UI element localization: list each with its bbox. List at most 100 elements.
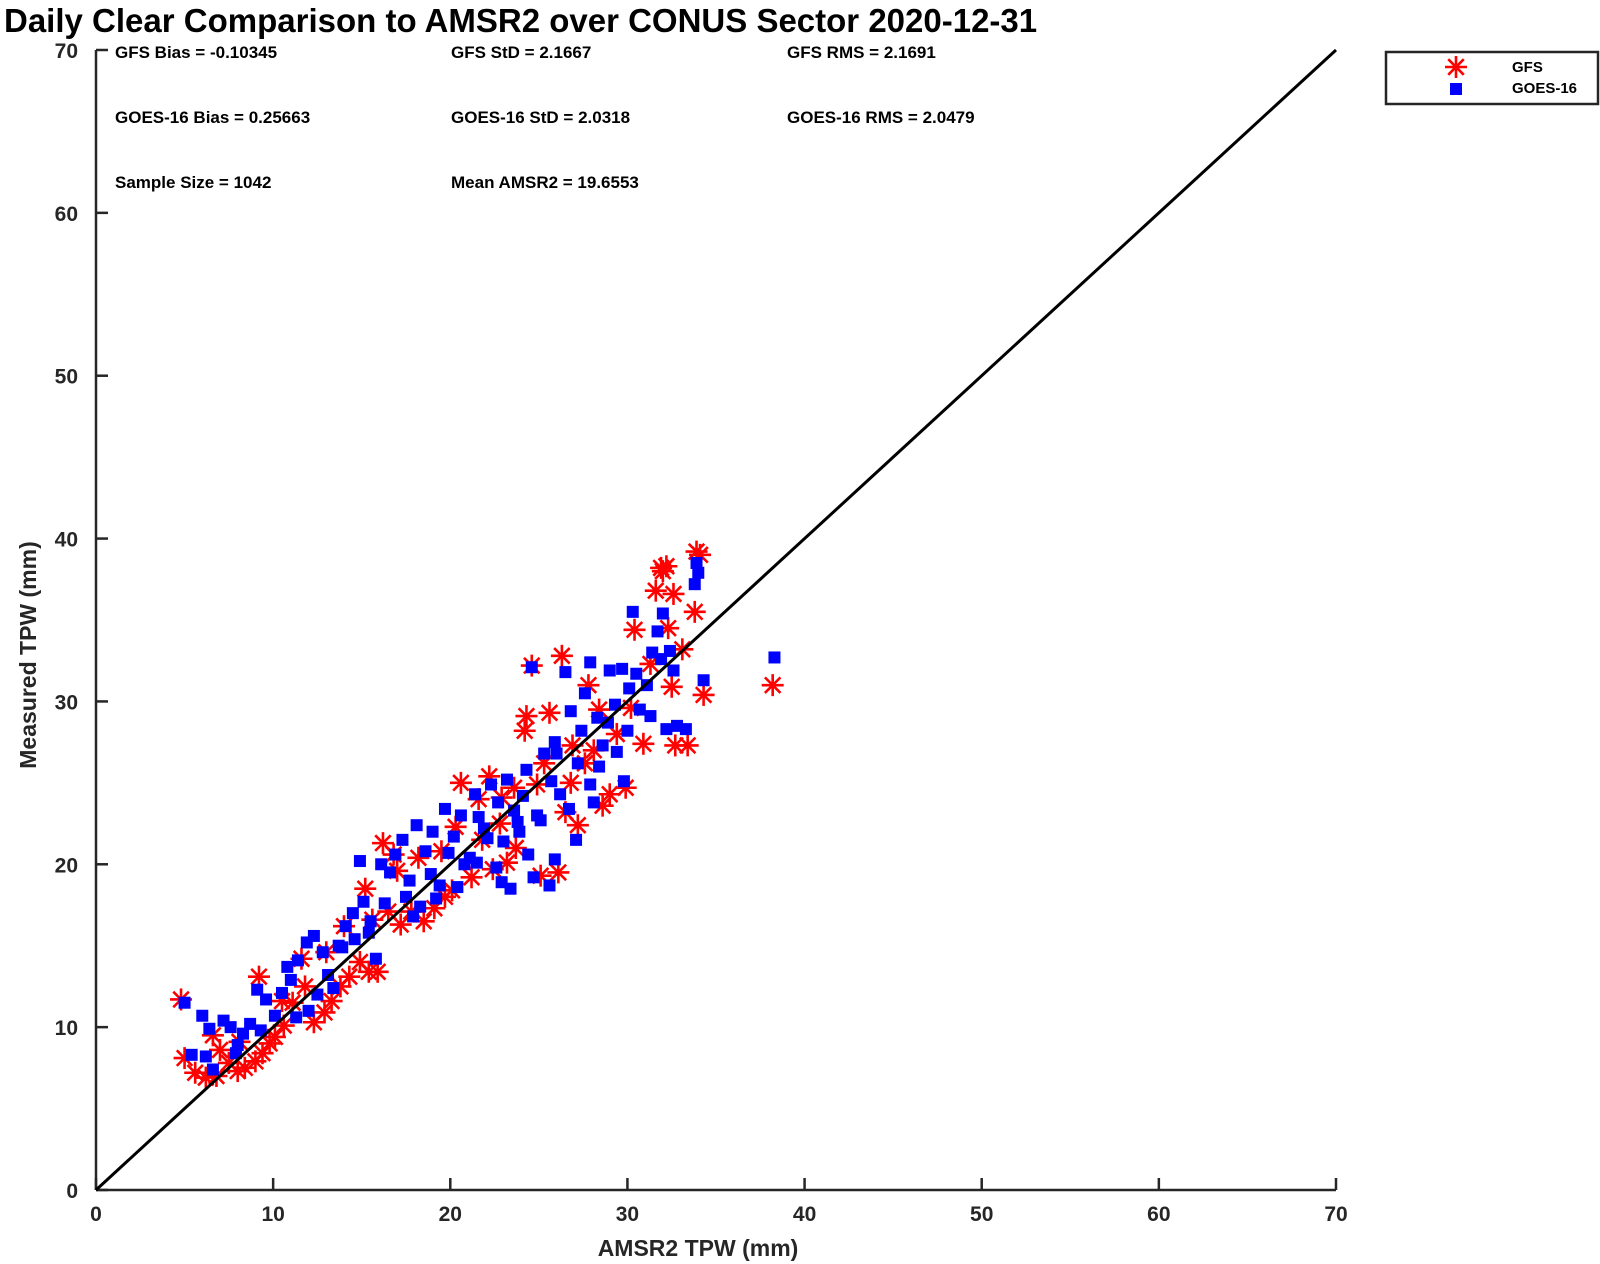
goes16-point — [237, 1027, 250, 1040]
goes16-point — [548, 853, 561, 866]
goes16-point — [369, 952, 382, 965]
goes16-point — [302, 1004, 315, 1017]
gfs-point — [338, 965, 361, 988]
goes16-point — [548, 736, 561, 749]
goes16-point — [339, 920, 352, 933]
goes16-point — [472, 811, 485, 824]
goes16-point — [609, 698, 622, 711]
y-tick-label: 0 — [66, 1180, 78, 1203]
gfs-point — [538, 701, 561, 724]
goes16-point — [688, 578, 701, 591]
stat-goes-std: GOES-16 StD = 2.0318 — [451, 108, 630, 127]
gfs-point — [251, 1042, 274, 1065]
goes16-point — [490, 861, 503, 874]
goes16-point — [559, 666, 572, 679]
goes16-point — [697, 674, 710, 687]
goes16-point — [442, 846, 455, 859]
gfs-point — [676, 734, 699, 757]
goes16-point — [203, 1022, 216, 1035]
goes16-point — [290, 1011, 303, 1024]
goes16-point — [396, 833, 409, 846]
stat-gfs-std: GFS StD = 2.1667 — [451, 43, 591, 62]
goes16-point — [545, 775, 558, 788]
goes16-point — [690, 557, 703, 569]
goes16-point — [327, 982, 340, 995]
goes16-point — [621, 724, 634, 737]
legend-label-goes16: GOES-16 — [1512, 80, 1577, 97]
y-tick-label: 70 — [55, 40, 78, 63]
gfs-point — [247, 965, 270, 988]
gfs-point — [550, 644, 573, 667]
legend-goes16-square — [1450, 83, 1462, 95]
x-tick-label: 30 — [616, 1203, 639, 1226]
goes16-point — [626, 605, 639, 618]
goes16-point — [644, 710, 657, 723]
goes16-point — [525, 661, 538, 674]
goes16-point — [492, 796, 505, 809]
goes16-point — [591, 711, 604, 724]
goes16-point — [284, 973, 297, 986]
legend: GFS GOES-16 — [1384, 50, 1600, 106]
goes16-point — [679, 723, 692, 736]
goes16-point — [346, 907, 359, 920]
gfs-point — [566, 814, 589, 837]
stats-annotations: GFS Bias = -0.10345 GFS StD = 2.1667 GFS… — [115, 43, 975, 192]
goes16-point — [419, 845, 432, 858]
goes16-point — [199, 1050, 212, 1063]
goes16-point — [633, 703, 646, 716]
goes16-point — [357, 895, 370, 908]
goes16-point — [348, 933, 361, 946]
goes16-point — [651, 625, 664, 638]
goes16-point — [244, 1017, 257, 1030]
y-axis-label: Measured TPW (mm) — [15, 541, 41, 768]
gfs-point — [313, 1001, 336, 1024]
goes16-point — [281, 960, 294, 973]
legend-box — [1384, 50, 1600, 106]
goes16-point — [384, 866, 397, 879]
legend-marker-goes16 — [1450, 83, 1462, 95]
y-tick-label: 20 — [55, 854, 78, 877]
gfs-point — [488, 812, 511, 835]
stat-gfs-bias: GFS Bias = -0.10345 — [115, 43, 277, 62]
gfs-point — [644, 579, 667, 602]
goes16-point — [603, 664, 616, 677]
goes16-point — [251, 983, 264, 996]
goes16-point — [196, 1009, 209, 1022]
gfs-point — [598, 783, 621, 806]
x-tick-label: 60 — [1147, 1203, 1170, 1226]
goes16-point — [481, 832, 494, 845]
goes16-point — [601, 716, 614, 729]
gfs-point — [389, 913, 412, 936]
series-goes16 — [178, 557, 781, 1076]
gfs-point — [547, 861, 570, 884]
goes16-point — [562, 802, 575, 815]
goes16-point — [353, 855, 366, 868]
stat-gfs-rms: GFS RMS = 2.1691 — [787, 43, 936, 62]
gfs-point — [504, 837, 527, 859]
goes16-point — [438, 802, 451, 815]
goes16-point — [470, 856, 483, 869]
goes16-point — [231, 1039, 244, 1052]
gfs-point — [513, 719, 536, 742]
goes16-point — [584, 778, 597, 791]
goes16-point — [311, 988, 324, 1001]
gfs-point — [657, 617, 680, 640]
gfs-point — [660, 675, 683, 698]
goes16-point — [587, 796, 600, 809]
goes16-point — [469, 788, 482, 801]
x-tick-label: 20 — [439, 1203, 462, 1226]
one-to-one-line — [94, 48, 1338, 1192]
goes16-point — [575, 724, 588, 737]
goes16-point — [291, 954, 304, 967]
gfs-point — [559, 771, 582, 794]
goes16-point — [656, 607, 669, 620]
goes16-point — [400, 890, 412, 903]
gfs-point — [683, 600, 706, 623]
x-tick-label: 10 — [261, 1203, 284, 1226]
gfs-point — [460, 866, 483, 889]
goes16-point — [610, 745, 623, 758]
stat-goes-bias: GOES-16 Bias = 0.25663 — [115, 108, 310, 127]
goes16-point — [426, 825, 439, 838]
gfs-point — [662, 582, 685, 605]
goes16-point — [451, 881, 464, 894]
